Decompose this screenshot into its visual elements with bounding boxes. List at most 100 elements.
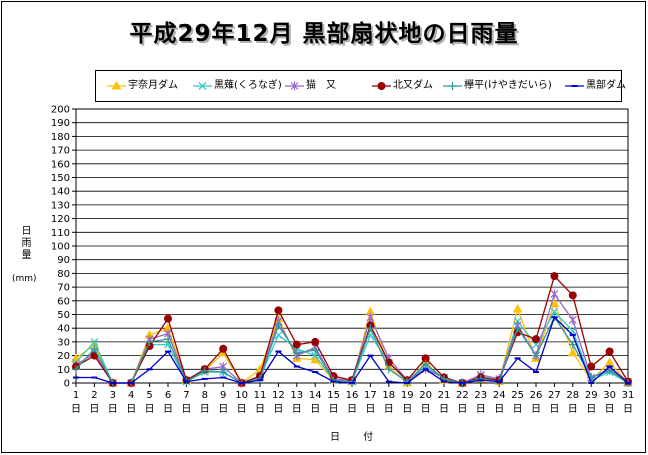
y-tick-label: 70 <box>57 283 70 294</box>
x-tick-label-unit: 日 <box>421 404 431 415</box>
data-point-s3-shape <box>274 306 283 315</box>
x-tick-label-unit: 日 <box>181 404 191 415</box>
x-tick-label-unit: 日 <box>494 404 504 415</box>
y-tick-label: 10 <box>57 365 70 376</box>
x-tick-label: 18 <box>382 390 395 401</box>
legend-swatch-marker <box>198 82 207 90</box>
legend-swatch <box>565 85 584 87</box>
data-point-s4 <box>605 366 614 375</box>
data-point-s2-shape <box>366 312 375 322</box>
data-point-s4 <box>200 366 209 375</box>
x-tick-label: 6 <box>165 390 171 401</box>
y-tick-label: 130 <box>51 200 70 211</box>
x-tick-label-unit: 日 <box>623 404 633 415</box>
data-point-s2-shape <box>568 315 577 325</box>
data-point-s3-shape <box>164 314 172 323</box>
data-point-s3-shape <box>568 291 577 300</box>
legend-swatch-marker-shape <box>290 81 299 91</box>
x-tick-label: 15 <box>327 390 340 401</box>
data-point-s4 <box>90 344 99 353</box>
x-tick-label: 12 <box>272 390 285 401</box>
x-tick-label-unit: 日 <box>108 404 118 415</box>
legend-label: 黒薙(くろなぎ) <box>214 80 282 91</box>
y-tick-label: 160 <box>51 159 70 170</box>
legend-swatch <box>107 80 126 90</box>
x-tick-label: 25 <box>511 390 524 401</box>
x-tick-label-unit: 日 <box>329 404 339 415</box>
data-point-s4-shape <box>164 335 172 344</box>
x-tick-label-unit: 日 <box>476 404 486 415</box>
legend-label: 宇奈月ダム <box>128 80 178 91</box>
data-point-s4 <box>513 324 522 333</box>
data-point-s0 <box>512 304 523 313</box>
x-tick-label-unit: 日 <box>218 404 228 415</box>
x-tick-label-unit: 日 <box>568 404 578 415</box>
x-tick-label: 31 <box>622 390 635 401</box>
data-point-s4-shape <box>274 321 283 330</box>
data-point-s3-shape <box>532 335 540 344</box>
x-tick-label: 19 <box>401 390 414 401</box>
x-tick-label-unit: 日 <box>457 404 467 415</box>
x-tick-label-unit: 日 <box>439 404 449 415</box>
data-point-s3-shape <box>605 347 614 356</box>
legend-swatch <box>372 82 391 90</box>
x-tick-label: 23 <box>474 390 487 401</box>
data-point-s4-shape <box>605 366 614 375</box>
data-point-s0-shape <box>549 298 560 308</box>
y-tick-label: 170 <box>51 146 70 157</box>
data-point-s4 <box>348 377 356 386</box>
x-tick-label: 17 <box>364 390 377 401</box>
x-tick-label: 27 <box>548 390 561 401</box>
data-point-s3-shape <box>311 337 320 346</box>
y-tick-label: 180 <box>51 132 70 143</box>
data-point-s4 <box>274 321 283 330</box>
legend-swatch-marker-shape <box>377 82 386 90</box>
x-tick-label-unit: 日 <box>310 404 320 415</box>
legend-swatch <box>285 81 304 91</box>
y-tick-label: 60 <box>57 296 70 307</box>
data-point-s3 <box>605 347 614 356</box>
data-point-s3-shape <box>550 272 559 281</box>
data-point-s3 <box>274 306 283 315</box>
x-tick-label: 13 <box>290 390 303 401</box>
data-point-s4-shape <box>366 324 375 333</box>
data-point-s4-shape <box>292 348 301 357</box>
data-point-s0-shape <box>567 347 578 357</box>
x-tick-label: 2 <box>91 390 97 401</box>
x-tick-label: 24 <box>493 390 506 401</box>
data-point-s3-shape <box>292 340 301 349</box>
data-point-s1-shape <box>90 337 99 346</box>
data-point-s4 <box>532 351 540 360</box>
data-point-s3 <box>164 314 172 323</box>
data-point-s4-shape <box>219 368 228 377</box>
y-tick-label: 30 <box>57 337 70 348</box>
legend-label: 北又ダム <box>393 80 433 91</box>
y-tick-label: 190 <box>51 118 70 129</box>
legend-label: 欅平(けやきだいら) <box>464 80 552 91</box>
x-tick-label: 29 <box>585 390 598 401</box>
y-tick-label: 120 <box>51 214 70 225</box>
data-point-s3 <box>219 344 228 353</box>
data-point-s0-shape <box>512 304 523 313</box>
data-point-s3 <box>568 291 577 300</box>
x-tick-label-unit: 日 <box>255 404 265 415</box>
data-point-s4-shape <box>532 351 540 360</box>
x-tick-label: 4 <box>128 390 134 401</box>
legend-swatch-marker <box>290 81 299 91</box>
data-point-s2-shape <box>550 289 559 299</box>
data-point-s4-shape <box>421 359 430 368</box>
data-point-s4 <box>568 340 577 349</box>
data-point-s0 <box>549 298 560 308</box>
y-tick-label: 50 <box>57 310 70 321</box>
data-point-s3 <box>587 362 596 371</box>
data-point-s4 <box>421 359 430 368</box>
data-point-s1 <box>550 307 559 316</box>
y-tick-label: 40 <box>57 324 70 335</box>
x-tick-label-unit: 日 <box>200 404 210 415</box>
data-point-s4 <box>219 368 228 377</box>
legend-label: 猫 又 <box>306 80 336 91</box>
y-tick-label: 140 <box>51 187 70 198</box>
x-axis-label: 日 付 <box>330 432 384 443</box>
legend-swatch <box>193 82 212 90</box>
x-tick-label: 14 <box>309 390 322 401</box>
